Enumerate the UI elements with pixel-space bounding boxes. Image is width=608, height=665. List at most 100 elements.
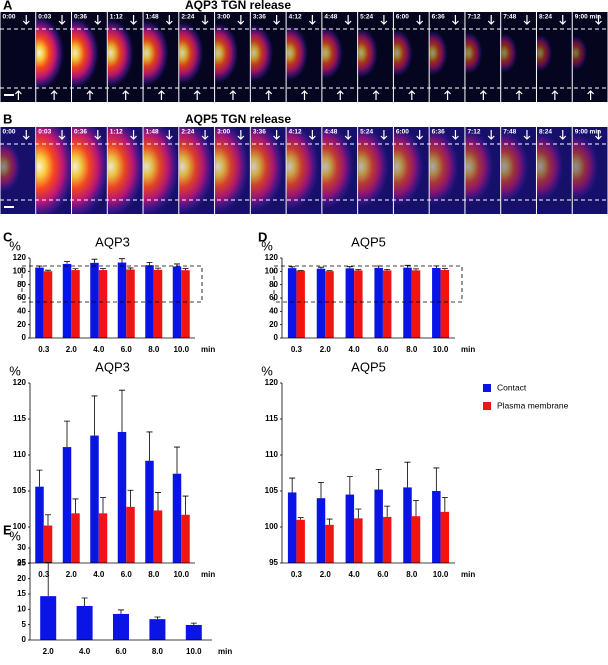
arrow bbox=[193, 90, 201, 100]
frame-time: 1:48 bbox=[146, 129, 159, 136]
fluorescence bbox=[143, 19, 169, 87]
y-unit: % bbox=[9, 528, 21, 543]
y-unit: % bbox=[9, 238, 21, 253]
arrow bbox=[551, 90, 559, 100]
fluorescence bbox=[72, 127, 107, 214]
zoom-box bbox=[273, 265, 463, 303]
frame-time: 3:36 bbox=[253, 14, 266, 21]
frame-time: 3:00 bbox=[217, 14, 230, 21]
arrow bbox=[229, 90, 237, 100]
y-unit: % bbox=[261, 363, 273, 378]
fluorescence bbox=[358, 27, 379, 79]
chart-title: AQP5 bbox=[351, 359, 386, 374]
bar bbox=[316, 498, 326, 563]
y-tick-label: 105 bbox=[13, 486, 27, 495]
bar bbox=[98, 513, 108, 563]
frame-time: 4:48 bbox=[324, 129, 337, 136]
error-bar bbox=[318, 266, 324, 269]
arrow bbox=[22, 130, 30, 140]
bar bbox=[117, 262, 127, 338]
y-tick-label: 20 bbox=[269, 320, 278, 329]
y-tick-label: 0 bbox=[22, 333, 27, 342]
arrow bbox=[201, 15, 209, 25]
bar bbox=[40, 596, 57, 640]
error-bar bbox=[441, 497, 448, 512]
error-bar bbox=[346, 266, 353, 269]
arrow bbox=[559, 130, 567, 140]
panel-label: E bbox=[3, 522, 12, 537]
arrow bbox=[408, 90, 416, 100]
y-tick-label: 120 bbox=[265, 253, 279, 262]
bar bbox=[411, 516, 421, 563]
bar bbox=[71, 270, 80, 338]
y-unit: % bbox=[9, 363, 21, 378]
bar bbox=[296, 519, 305, 563]
y-tick-label: 100 bbox=[265, 266, 279, 275]
frame-time: 0:03 bbox=[38, 129, 51, 136]
y-tick-label: 20 bbox=[17, 320, 26, 329]
arrow bbox=[487, 130, 495, 140]
frame-time: 4:48 bbox=[324, 14, 337, 21]
x-tick-label: 4.0 bbox=[349, 570, 361, 579]
error-bar bbox=[413, 268, 419, 271]
error-bar bbox=[155, 267, 161, 270]
bar bbox=[90, 262, 99, 338]
error-bar bbox=[384, 505, 391, 517]
frame-time: 8:24 bbox=[539, 14, 552, 21]
fluorescence bbox=[322, 26, 344, 80]
bar bbox=[117, 431, 127, 563]
x-tick-label: 2.0 bbox=[66, 345, 78, 354]
bar bbox=[35, 267, 44, 338]
x-unit: min bbox=[461, 345, 475, 354]
error-bar bbox=[190, 622, 197, 625]
error-bar bbox=[289, 266, 296, 269]
error-bar bbox=[375, 469, 382, 490]
frame-time: 0:00 bbox=[3, 14, 16, 21]
panel-label: A bbox=[3, 0, 13, 12]
frame-time: 0:36 bbox=[74, 14, 87, 21]
x-tick-label: 6.0 bbox=[121, 570, 133, 579]
x-tick-label: 8.0 bbox=[406, 570, 418, 579]
chart-title: AQP3 bbox=[95, 234, 130, 249]
fluorescence bbox=[429, 127, 460, 208]
arrow bbox=[595, 130, 602, 140]
error-bar bbox=[64, 261, 70, 264]
arrow bbox=[273, 130, 281, 140]
x-tick-label: 0.3 bbox=[291, 345, 303, 354]
arrow bbox=[58, 130, 66, 140]
x-tick-label: 10.0 bbox=[433, 570, 449, 579]
error-bar bbox=[127, 267, 134, 270]
bar bbox=[345, 268, 355, 338]
error-bar bbox=[155, 492, 161, 511]
x-tick-label: 0.3 bbox=[291, 570, 303, 579]
fluorescence bbox=[215, 22, 239, 84]
arrow bbox=[452, 130, 459, 140]
fluorescence bbox=[322, 127, 356, 212]
error-bar bbox=[404, 461, 411, 488]
bar bbox=[149, 619, 166, 640]
x-tick-label: 8.0 bbox=[152, 647, 164, 656]
fluorescence bbox=[501, 128, 530, 205]
zoom-box bbox=[21, 265, 203, 303]
error-bar bbox=[355, 269, 362, 271]
frame-time: 7:12 bbox=[467, 14, 480, 21]
bar bbox=[440, 511, 450, 563]
arrow bbox=[165, 15, 173, 25]
arrow bbox=[237, 15, 245, 25]
y-tick-label: 5 bbox=[22, 620, 27, 629]
x-tick-label: 6.0 bbox=[121, 345, 133, 354]
bar bbox=[296, 270, 305, 338]
arrow bbox=[58, 15, 66, 25]
arrow bbox=[22, 15, 30, 25]
x-tick-label: 10.0 bbox=[173, 570, 189, 579]
y-tick-label: 95 bbox=[17, 558, 26, 567]
movie-title: AQP5 TGN release bbox=[185, 112, 291, 126]
frame bbox=[0, 12, 36, 102]
error-bar bbox=[45, 562, 52, 597]
y-tick-label: 120 bbox=[265, 378, 279, 387]
error-bar bbox=[182, 495, 189, 515]
frame-time: 3:00 bbox=[217, 129, 230, 136]
frame-time: 9:00 min bbox=[575, 14, 601, 21]
